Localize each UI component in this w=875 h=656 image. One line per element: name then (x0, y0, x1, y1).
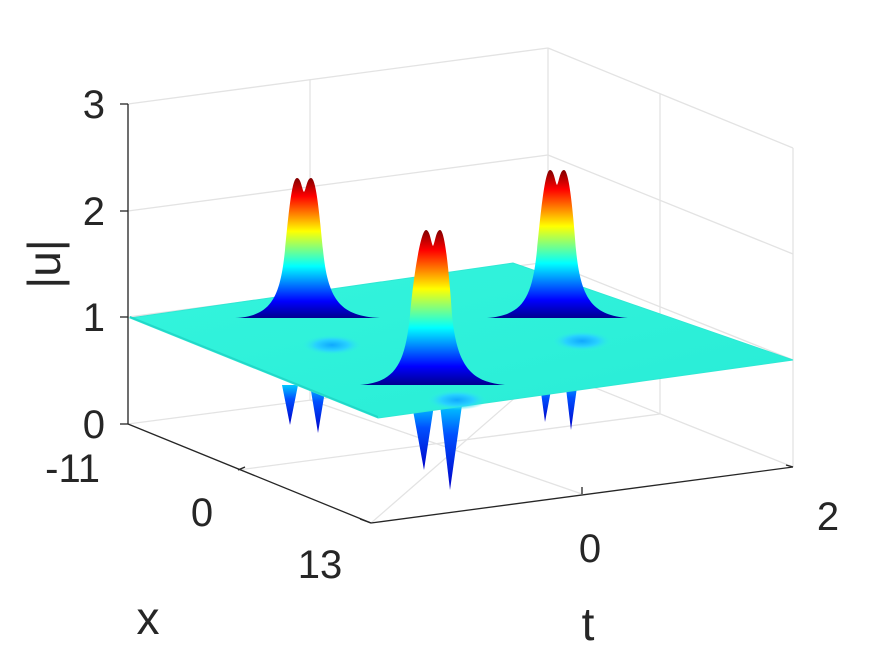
surface-hole-middle (427, 390, 487, 410)
surface-hole-left (302, 335, 362, 355)
t-tick-2: 2 (817, 495, 839, 539)
surface-dips (282, 380, 578, 490)
x-tick-min: -11 (45, 447, 100, 491)
x-tick-max: 13 (298, 543, 343, 587)
t-axis (370, 464, 794, 524)
surface-front-edge (130, 316, 378, 418)
z-axis-label: |u| (18, 239, 70, 288)
t-axis-label: t (582, 598, 595, 650)
z-tick-3: 3 (83, 83, 105, 127)
z-tick-2: 2 (83, 190, 105, 234)
x-axis (127, 423, 372, 524)
x-tick-mid: 0 (191, 491, 213, 535)
surface-peaks (235, 170, 628, 385)
z-tick-1: 1 (83, 296, 105, 340)
z-tick-0: 0 (83, 403, 105, 447)
z-axis (120, 103, 129, 425)
t-tick-0: 0 (579, 527, 601, 571)
peak-middle (360, 230, 505, 385)
peak-right (487, 170, 628, 318)
peak-left (235, 178, 380, 318)
surface-hole-right (552, 331, 612, 351)
x-axis-label: x (137, 592, 160, 644)
